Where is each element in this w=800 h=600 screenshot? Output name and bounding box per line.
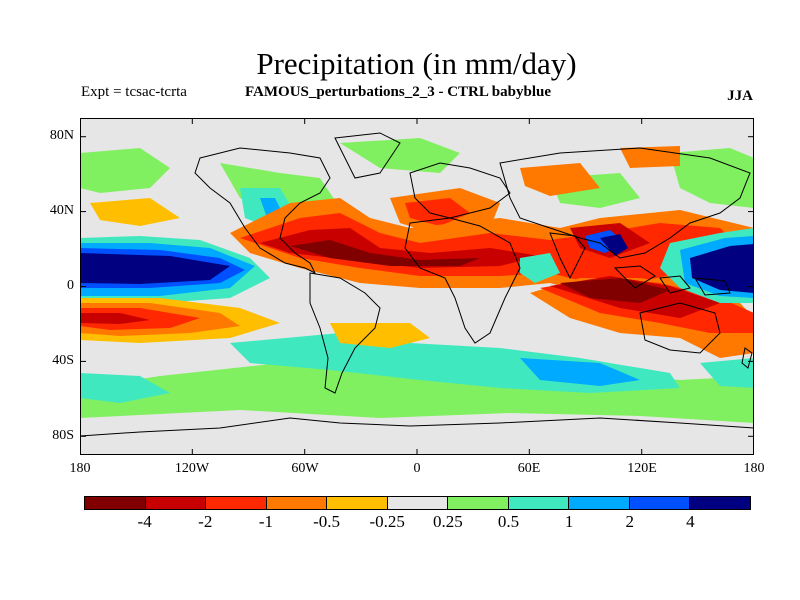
lat-label-0: 0 <box>67 278 74 293</box>
lat-label-80n: 80N <box>49 128 74 143</box>
map-frame <box>80 118 754 455</box>
indo-pacific-anomaly <box>520 223 754 358</box>
southern-ocean-positive-anomaly <box>80 333 754 423</box>
colorbar-swatch <box>629 497 691 509</box>
lon-label-0: 0 <box>413 461 421 476</box>
colorbar-swatch <box>145 497 207 509</box>
colorbar-label: 1 <box>564 512 574 531</box>
colorbar-swatch <box>85 497 146 509</box>
colorbar-label: -0.25 <box>369 512 405 531</box>
colorbar-swatch <box>508 497 570 509</box>
colorbar-swatch <box>327 497 388 509</box>
colorbar-swatch <box>569 497 630 509</box>
colorbar-swatch <box>266 497 328 509</box>
colorbar-label: -2 <box>198 512 213 531</box>
lon-label-180w: 180 <box>69 461 91 476</box>
colorbar-swatch <box>206 497 267 509</box>
comparison-label: FAMOUS_perturbations_2_3 - CTRL babyblue <box>245 84 552 100</box>
lat-label-80s: 80S <box>52 428 74 443</box>
coastlines <box>80 132 754 437</box>
colorbar-label: 2 <box>625 512 634 531</box>
colorbar-label: 0.25 <box>432 512 463 531</box>
colorbar <box>84 496 751 510</box>
south-pacific-negative-anomaly <box>80 298 430 348</box>
colorbar-label: 0.5 <box>497 512 520 531</box>
lon-label-120w: 120W <box>174 461 210 476</box>
lon-label-60e: 60E <box>517 461 541 476</box>
lat-label-40n: 40N <box>49 203 74 218</box>
lon-label-60w: 60W <box>291 461 319 476</box>
experiment-label: Expt = tcsac-tcrta <box>81 84 187 100</box>
lon-label-180e: 180 <box>743 461 765 476</box>
colorbar-label: -0.5 <box>313 512 340 531</box>
colorbar-swatch <box>387 497 449 509</box>
season-label: JJA <box>727 88 753 104</box>
colorbar-label: 4 <box>686 512 695 531</box>
precipitation-map <box>80 118 754 455</box>
colorbar-swatch <box>448 497 509 509</box>
colorbar-label: -1 <box>258 512 273 531</box>
colorbar-label: -4 <box>137 512 152 531</box>
map-title: Precipitation (in mm/day) <box>256 46 577 81</box>
lon-label-120e: 120E <box>627 461 657 476</box>
lat-label-40s: 40S <box>52 353 74 368</box>
colorbar-swatch <box>690 497 751 509</box>
pacific-positive-anomaly <box>80 228 754 303</box>
